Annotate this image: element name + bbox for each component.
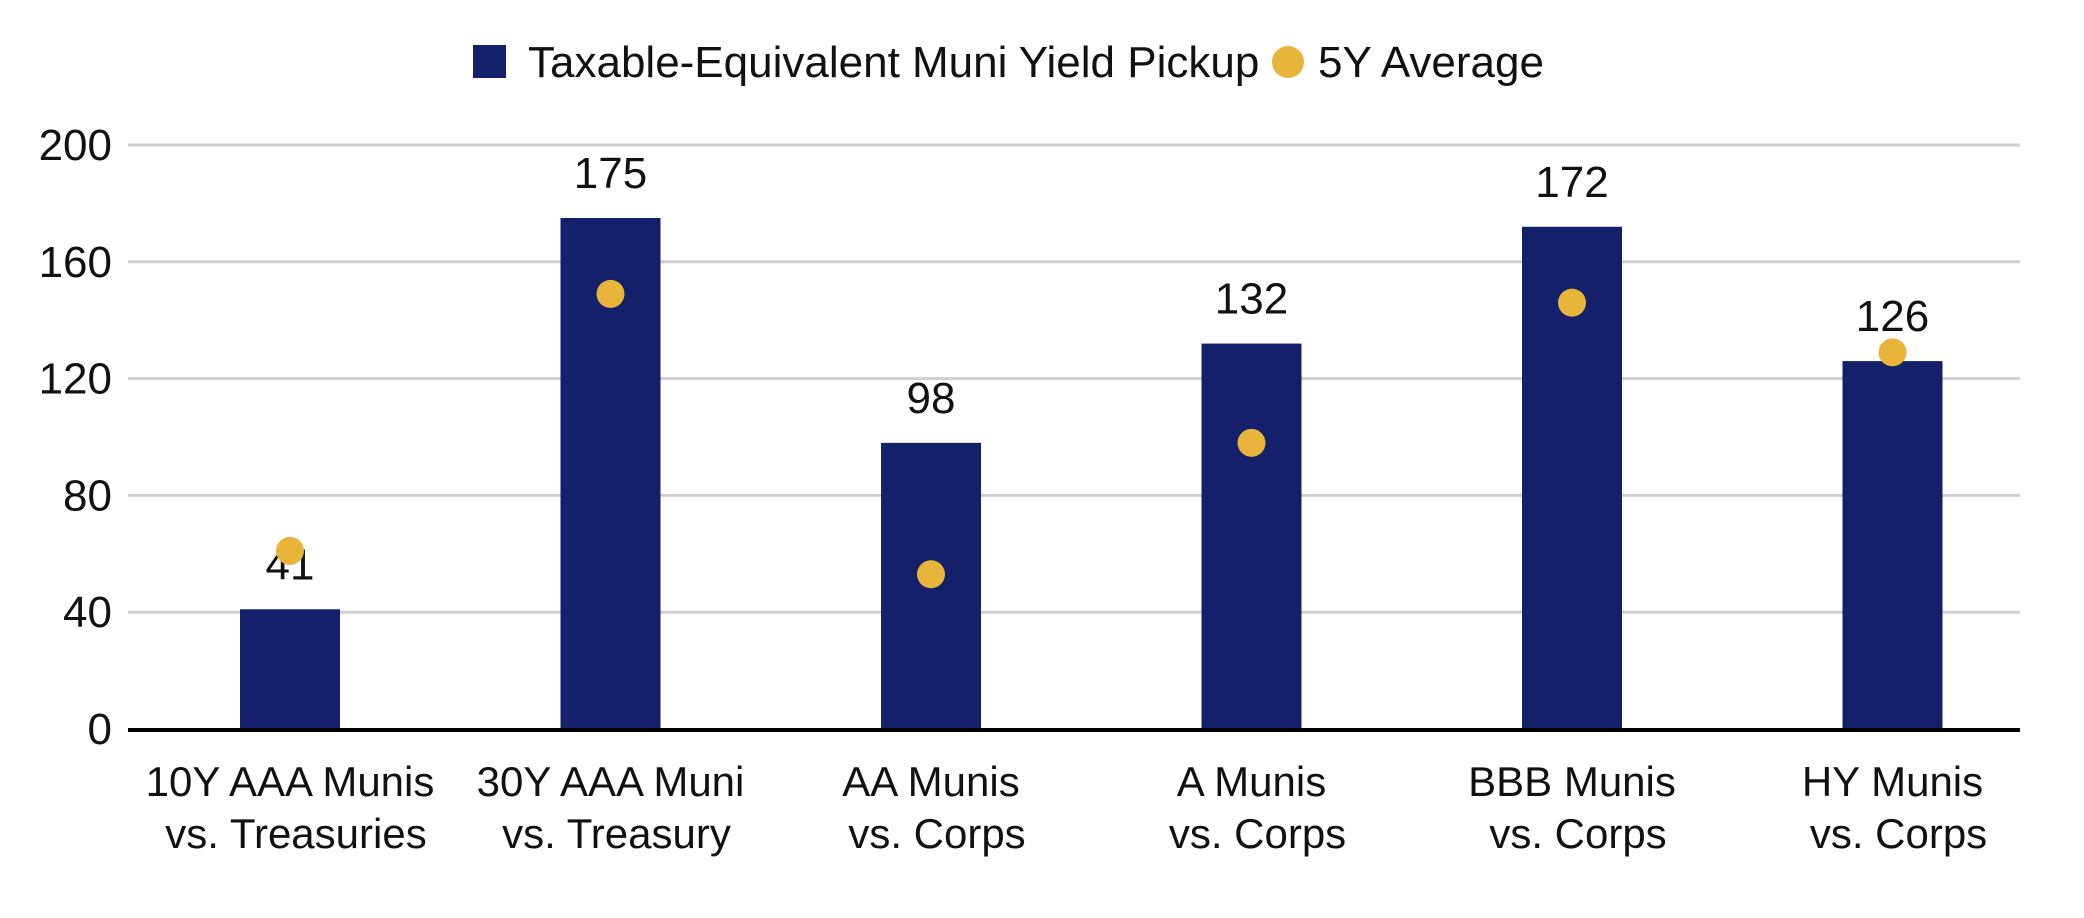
y-tick-label: 120 (39, 355, 112, 404)
x-category-label: A Munis (1177, 758, 1326, 805)
gridlines (128, 143, 2020, 614)
legend-label-dot-series: 5Y Average (1318, 38, 1544, 87)
x-axis: 10Y AAA Munis vs. Treasuries 30Y AAA Muni v… (128, 728, 2020, 857)
average-dot (596, 279, 625, 308)
x-category-label: vs. Treasuries (165, 810, 426, 857)
y-tick-label: 160 (39, 238, 112, 287)
legend: Taxable-Equivalent Muni Yield Pickup 5Y … (473, 38, 1544, 87)
bar-value-label: 126 (1856, 292, 1929, 341)
x-category-label: vs. Corps (1810, 810, 1987, 857)
y-tick-label: 40 (63, 588, 112, 637)
x-category-label: 10Y AAA Munis (146, 758, 435, 805)
average-dot (276, 536, 304, 565)
y-tick-label: 0 (88, 705, 112, 754)
x-category-label: vs. Corps (1169, 810, 1346, 857)
bar (1842, 361, 1943, 729)
bar (1201, 343, 1302, 729)
y-tick-label: 200 (39, 121, 112, 170)
legend-swatch-bar (473, 45, 506, 78)
x-category-label: vs. Treasury (502, 810, 731, 857)
legend-label-bar-series: Taxable-Equivalent Muni Yield Pickup (528, 38, 1259, 87)
x-category-label: BBB Munis (1468, 758, 1676, 805)
average-dot (1558, 288, 1586, 317)
average-dot (917, 560, 945, 589)
data-labels: 4117598132172126 (266, 149, 1930, 589)
x-category-label: 30Y AAA Muni (477, 758, 745, 805)
legend-swatch-dot (1272, 46, 1304, 78)
bar (240, 609, 340, 729)
x-category-label: AA Munis (842, 758, 1019, 805)
bar-value-label: 172 (1535, 158, 1608, 207)
x-category-label: vs. Corps (848, 810, 1025, 857)
average-dot-series (276, 279, 1907, 589)
bar-value-label: 98 (907, 374, 956, 423)
x-category-label: HY Munis (1802, 758, 1983, 805)
average-dot (1237, 428, 1266, 457)
y-tick-label: 80 (63, 471, 112, 520)
x-category-label: vs. Corps (1489, 810, 1666, 857)
bar-series (240, 218, 1943, 729)
bar-value-label: 132 (1215, 275, 1288, 324)
y-axis: 0 40 80 120 160 200 (39, 121, 112, 754)
average-dot (1878, 338, 1907, 367)
bar-value-label: 175 (574, 149, 647, 198)
